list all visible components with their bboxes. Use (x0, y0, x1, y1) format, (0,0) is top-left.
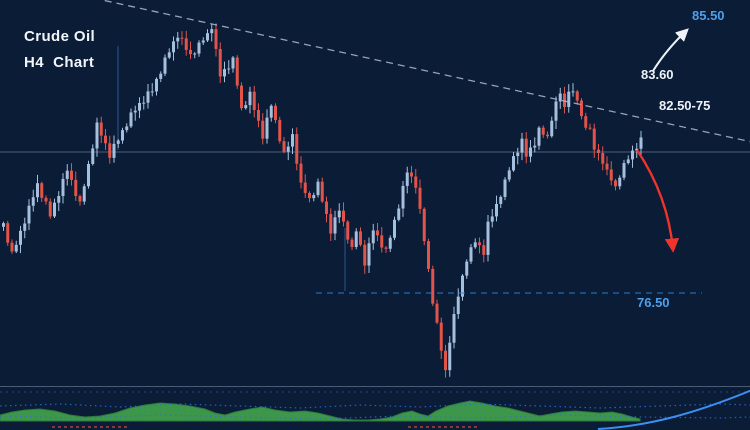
bullish-target-arrow (652, 28, 689, 72)
candlestick-series (2, 23, 643, 378)
indicator-histogram-area (0, 400, 641, 422)
timeframe-title: H4 Chart (24, 54, 95, 71)
resistance-price-label: 83.60 (641, 67, 674, 82)
zone-price-label: 82.50-75 (659, 98, 711, 113)
chart-title-block: Crude Oil H4 Chart (24, 24, 95, 76)
rising-ma-curve (597, 389, 750, 430)
descending-trendline (99, 0, 750, 143)
indicator-signal-line (0, 414, 750, 420)
support-price-label: 76.50 (637, 295, 670, 310)
symbol-title: Crude Oil (24, 28, 96, 45)
target-price-label: 85.50 (692, 8, 725, 23)
bearish-projection-arrow (636, 149, 680, 253)
indicator-signal-line (0, 403, 750, 409)
